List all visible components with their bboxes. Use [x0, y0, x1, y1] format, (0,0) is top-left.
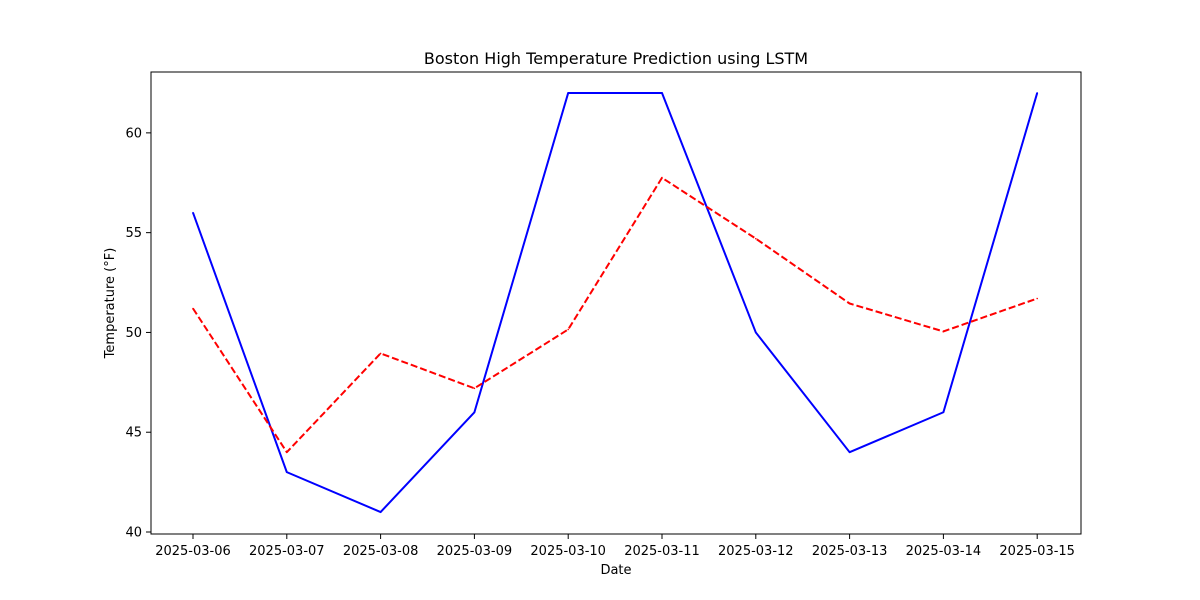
- series-2-point-2025-03-10: [567, 328, 569, 331]
- series-2-point-2025-03-08: [379, 352, 382, 355]
- y-tick-label: 45: [125, 426, 142, 441]
- y-axis-ticks: 40 45 50 55 60: [125, 126, 151, 541]
- x-tick-label: 2025-03-11: [624, 544, 700, 559]
- series-2-point-2025-03-14: [942, 330, 945, 333]
- series-1-point-2025-03-11: [661, 92, 663, 94]
- series-layer: [192, 91, 1039, 514]
- y-axis-label: Temperature (°F): [103, 248, 118, 360]
- y-tick-label: 60: [125, 126, 142, 141]
- series-1-point-2025-03-08: [379, 511, 382, 513]
- x-tick-label: 2025-03-13: [812, 544, 888, 559]
- series-1-point-2025-03-09: [473, 411, 476, 414]
- x-tick-label: 2025-03-06: [155, 544, 231, 559]
- x-tick-label: 2025-03-08: [343, 544, 419, 559]
- series-2-point-2025-03-13: [848, 302, 851, 305]
- series-2-point-2025-03-09: [473, 387, 476, 390]
- series-2-point-2025-03-15: [1036, 297, 1038, 300]
- series-1-point-2025-03-14: [942, 411, 945, 414]
- series-line-2: [192, 176, 1038, 454]
- x-axis-ticks: 2025-03-06 2025-03-07 2025-03-08 2025-03-09…: [155, 534, 1075, 559]
- x-axis-label: Date: [600, 563, 631, 578]
- x-tick-label: 2025-03-12: [718, 544, 794, 559]
- y-tick-label: 50: [125, 326, 142, 341]
- x-tick-label: 2025-03-09: [437, 544, 513, 559]
- series-2-point-2025-03-06: [192, 307, 194, 310]
- x-tick-label: 2025-03-07: [249, 544, 325, 559]
- x-tick-label: 2025-03-14: [906, 544, 982, 559]
- y-tick-label: 40: [125, 526, 142, 541]
- series-1-point-2025-03-15: [1036, 92, 1038, 94]
- chart-title: Boston High Temperature Prediction using…: [424, 49, 808, 68]
- series-2-point-2025-03-07: [286, 451, 288, 453]
- x-tick-label: 2025-03-15: [999, 544, 1075, 559]
- series-2-point-2025-03-11: [661, 176, 663, 179]
- y-tick-label: 55: [125, 226, 142, 241]
- series-1-point-2025-03-06: [192, 211, 194, 214]
- series-1-point-2025-03-07: [286, 471, 288, 473]
- series-1-point-2025-03-10: [567, 92, 569, 94]
- plot-area-frame: [150, 71, 1082, 535]
- x-tick-label: 2025-03-10: [530, 544, 606, 559]
- series-line-1: [192, 91, 1039, 514]
- series-1-point-2025-03-12: [755, 331, 757, 334]
- series-1-point-2025-03-13: [848, 451, 851, 453]
- series-2-point-2025-03-12: [755, 237, 757, 240]
